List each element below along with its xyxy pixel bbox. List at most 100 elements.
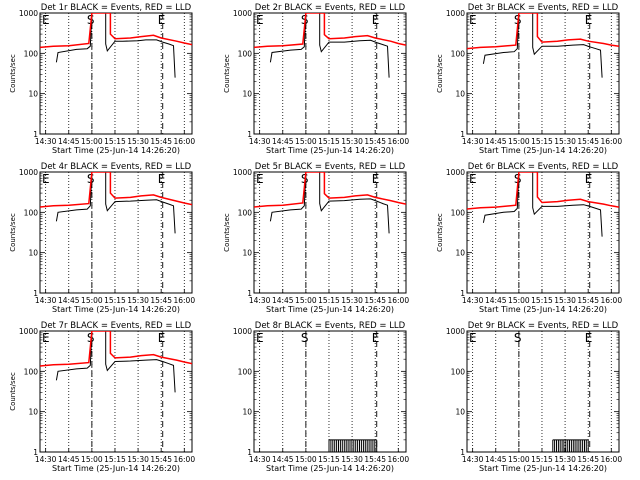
x-tick-label: 15:45 [577,455,599,464]
event-marker-label: E [372,172,380,186]
y-tick-label: 1000 [19,327,38,336]
y-axis-label: Counts/sec [436,54,444,93]
plot-frame [253,171,407,294]
series-line-lld [467,13,619,50]
x-tick-label: 15:30 [341,296,363,305]
plot-frame [39,330,193,453]
chart-title: Det 9r BLACK = Events, RED = LLD [468,321,619,331]
series-line-lld [40,331,192,367]
y-tick-label: 10 [242,408,252,417]
y-tick-label: 100 [238,208,253,217]
x-tick-label: 15:45 [150,455,172,464]
y-tick-label: 10 [455,90,465,99]
x-axis-label: Start Time (25-Jun-14 14:26:20) [52,146,180,155]
event-marker-label: E [42,331,50,345]
y-tick-label: 1000 [19,168,38,177]
x-tick-label: 15:45 [364,137,386,146]
x-tick-label: 16:00 [387,137,409,146]
x-axis-label: Start Time (25-Jun-14 14:26:20) [52,305,180,314]
x-axis-label: Start Time (25-Jun-14 14:26:20) [266,146,394,155]
chart-panel-1: Det 1r BLACK = Events, RED = LLD 14:30 14:… [9,3,195,155]
x-tick-label: 15:00 [508,296,530,305]
plot-frame [466,171,620,294]
x-tick-label: 14:30 [35,296,57,305]
x-axis-label: Start Time (25-Jun-14 14:26:20) [479,305,607,314]
x-tick-label: 15:15 [104,296,126,305]
event-marker-label: E [372,13,380,27]
x-tick-label: 14:30 [462,296,484,305]
x-tick-label: 15:15 [318,296,340,305]
x-tick-label: 15:15 [531,296,553,305]
x-tick-label: 16:00 [600,455,622,464]
y-tick-label: 1000 [446,168,465,177]
x-tick-label: 15:30 [127,455,149,464]
event-marker-label: S [301,331,309,345]
y-tick-label: 10 [455,408,465,417]
x-tick-label: 14:45 [58,296,80,305]
x-tick-label: 14:45 [485,455,507,464]
chart-title: Det 6r BLACK = Events, RED = LLD [468,162,619,172]
x-axis-label: Start Time (25-Jun-14 14:26:20) [266,305,394,314]
x-tick-label: 15:00 [295,455,317,464]
chart-title: Det 8r BLACK = Events, RED = LLD [255,321,406,331]
x-tick-label: 16:00 [173,455,195,464]
y-tick-label: 1 [247,130,252,139]
y-tick-label: 10 [242,249,252,258]
x-tick-label: 16:00 [600,137,622,146]
plot-frame [39,171,193,294]
y-axis-label: Counts/sec [9,54,17,93]
x-axis-label: Start Time (25-Jun-14 14:26:20) [479,464,607,473]
event-marker-label: E [42,13,50,27]
x-tick-label: 16:00 [387,455,409,464]
y-axis-label: Counts/sec [436,213,444,252]
x-tick-label: 15:00 [81,296,103,305]
x-tick-label: 14:45 [272,455,294,464]
chart-title: Det 1r BLACK = Events, RED = LLD [41,3,192,13]
x-tick-label: 15:15 [104,455,126,464]
x-tick-label: 15:30 [341,455,363,464]
chart-title: Det 3r BLACK = Events, RED = LLD [468,3,619,13]
x-tick-label: 16:00 [173,137,195,146]
y-tick-label: 1000 [233,168,252,177]
event-marker-label: E [256,13,264,27]
x-tick-label: 15:00 [508,137,530,146]
chart-panel-2: Det 2r BLACK = Events, RED = LLD 14:30 14:… [223,3,409,155]
y-tick-label: 1 [460,289,465,298]
y-tick-label: 1 [460,448,465,457]
event-marker-label: S [514,331,522,345]
x-tick-label: 15:30 [341,137,363,146]
y-tick-label: 100 [451,367,466,376]
y-tick-label: 10 [455,249,465,258]
x-tick-label: 14:45 [58,455,80,464]
x-tick-label: 15:30 [554,296,576,305]
y-axis-label: Counts/sec [223,213,231,252]
x-axis-label: Start Time (25-Jun-14 14:26:20) [266,464,394,473]
chart-title: Det 2r BLACK = Events, RED = LLD [255,3,406,13]
y-tick-label: 10 [28,408,38,417]
y-tick-label: 1000 [233,9,252,18]
x-tick-label: 15:45 [364,455,386,464]
series-line-lld [467,172,619,210]
chart-panel-8: Det 8r BLACK = Events, RED = LLD 14:30 14:… [233,321,409,473]
x-tick-label: 15:00 [295,137,317,146]
chart-panel-7: Det 7r BLACK = Events, RED = LLD 14:30 14:… [9,321,195,473]
y-tick-label: 1000 [446,9,465,18]
y-tick-label: 1 [33,130,38,139]
event-marker-label: E [585,331,593,345]
x-tick-label: 15:30 [127,137,149,146]
x-tick-label: 15:00 [295,296,317,305]
chart-panel-6: Det 6r BLACK = Events, RED = LLD 14:30 14:… [436,162,622,314]
event-marker-label: E [42,172,50,186]
chart-title: Det 4r BLACK = Events, RED = LLD [41,162,192,172]
event-marker-label: E [585,13,593,27]
chart-title: Det 7r BLACK = Events, RED = LLD [41,321,192,331]
x-tick-label: 15:30 [554,137,576,146]
x-tick-label: 15:15 [104,137,126,146]
x-tick-label: 15:45 [364,296,386,305]
x-tick-label: 15:15 [531,137,553,146]
y-tick-label: 1000 [19,9,38,18]
plot-frame [39,12,193,135]
x-tick-label: 14:30 [249,137,271,146]
plot-frame [253,12,407,135]
